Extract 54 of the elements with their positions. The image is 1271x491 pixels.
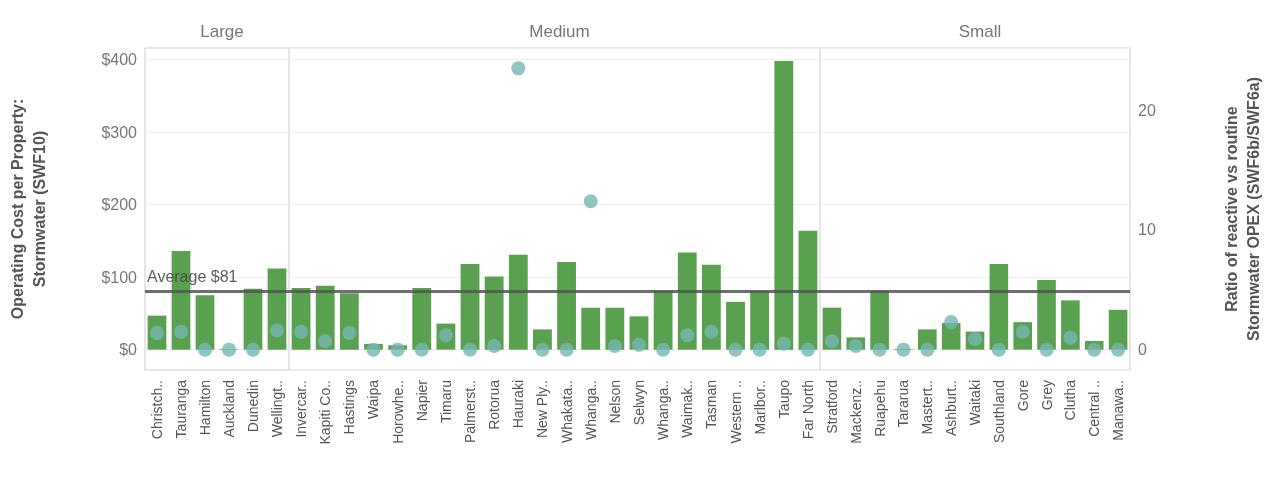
y-tick-label: $400 [101, 51, 138, 69]
x-tick-label: Dunedin [245, 380, 261, 433]
x-tick-label: Gore [1014, 379, 1031, 412]
x-tick-label: Mastert.. [919, 380, 936, 435]
x-tick-label: Waitaki [967, 380, 983, 426]
x-tick-label: Timaru [437, 380, 454, 424]
x-tick-label: Palmerst.. [462, 380, 479, 444]
x-tick-label: Southland [990, 380, 1007, 444]
y2-tick-label: 20 [1138, 101, 1156, 119]
x-tick-label: Ruapehu [871, 380, 888, 437]
y2-tick-label: 0 [1138, 341, 1147, 359]
x-tick-label: Ashburt.. [943, 380, 960, 437]
x-tick-label: Western .. [727, 380, 744, 444]
x-tick-label: Kapiti Co.. [317, 380, 334, 445]
y-tick-label: $100 [101, 268, 138, 286]
x-tick-label: Hamilton [197, 380, 213, 436]
x-tick-label: Far North [799, 380, 816, 440]
x-tick-label: Auckland [221, 380, 237, 438]
x-tick-label: Christch.. [149, 380, 165, 440]
x-tick-label: Tararua [895, 379, 912, 428]
x-tick-label: Horowhe.. [389, 380, 406, 444]
y-tick-label: $200 [101, 196, 138, 214]
x-tick-label: Waimak.. [679, 380, 696, 438]
x-tick-label: Whakata.. [558, 380, 575, 444]
chart-title: Medium [529, 22, 590, 41]
x-tick-label: Grey [1038, 380, 1055, 411]
x-tick-label: Hastings [341, 380, 358, 435]
x-tick-label: Clutha [1062, 379, 1079, 421]
x-tick-label: Hauraki [510, 380, 527, 429]
chart-title: Small [958, 22, 1002, 41]
y-tick-label: $300 [101, 123, 138, 141]
x-tick-label: Whanga.. [582, 380, 599, 440]
x-tick-label: New Ply.. [534, 380, 551, 439]
y-axis-title: Operating Cost per Property: Stormwater (SWF10) [8, 98, 48, 320]
x-tick-label: Napier [413, 379, 430, 422]
x-tick-label: Manawa.. [1110, 380, 1127, 441]
y2-tick-label: 10 [1138, 221, 1156, 239]
x-tick-label: Nelson [606, 380, 623, 424]
x-tick-label: Marlbor.. [751, 380, 768, 435]
x-tick-label: Central .. [1086, 380, 1103, 437]
x-tick-label: Tauranga [173, 379, 189, 439]
chart-title: Large [200, 22, 244, 41]
y2-axis-title: Ratio of reactive vs routine Stormwater OPEX (SWF6b/SWF6a) [1222, 76, 1262, 342]
x-tick-label: Selwyn [630, 380, 647, 426]
x-tick-label: Stratford [823, 380, 840, 434]
x-tick-label: Tasman [703, 380, 720, 430]
x-tick-label: Rotorua [486, 379, 503, 430]
y-tick-label: $0 [119, 341, 138, 359]
x-tick-label: Mackenz.. [847, 380, 864, 444]
x-tick-label: Invercar.. [293, 380, 310, 438]
x-tick-label: Taupo [775, 379, 792, 419]
x-tick-label: Waipa [365, 379, 382, 420]
x-tick-label: Wellingt.. [269, 380, 285, 438]
x-tick-label: Whanga.. [655, 380, 672, 440]
